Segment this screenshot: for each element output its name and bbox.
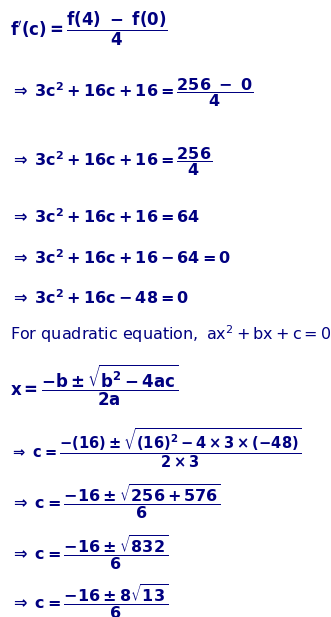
- Text: $\mathbf{f'(c) = \dfrac{f(4)\ -\ f(0)}{4}}$: $\mathbf{f'(c) = \dfrac{f(4)\ -\ f(0)}{4…: [10, 10, 168, 48]
- Text: $\mathbf{\Rightarrow\ c = \dfrac{-16 \pm \sqrt{256 + 576}}{6}}$: $\mathbf{\Rightarrow\ c = \dfrac{-16 \pm…: [10, 482, 221, 521]
- Text: $\mathbf{\Rightarrow\ 3c^2 + 16c + 16 = \dfrac{256}{4}}$: $\mathbf{\Rightarrow\ 3c^2 + 16c + 16 = …: [10, 146, 213, 178]
- Text: $\mathbf{\Rightarrow\ 3c^2 + 16c + 16 - 64 = 0}$: $\mathbf{\Rightarrow\ 3c^2 + 16c + 16 - …: [10, 248, 231, 267]
- Text: $\mathbf{x = \dfrac{-b \pm \sqrt{b^2 - 4ac}}{2a}}$: $\mathbf{x = \dfrac{-b \pm \sqrt{b^2 - 4…: [10, 363, 179, 408]
- Text: $\mathbf{\Rightarrow\ c = \dfrac{-16 \pm 8\sqrt{13}}{6}}$: $\mathbf{\Rightarrow\ c = \dfrac{-16 \pm…: [10, 582, 168, 617]
- Text: $\mathbf{\Rightarrow\ c = \dfrac{-16 \pm \sqrt{832}}{6}}$: $\mathbf{\Rightarrow\ c = \dfrac{-16 \pm…: [10, 533, 168, 572]
- Text: $\mathrm{For\ quadratic\ equation,\ ax^2 + bx + c = 0}$: $\mathrm{For\ quadratic\ equation,\ ax^2…: [10, 323, 331, 345]
- Text: $\mathbf{\Rightarrow\ c = \dfrac{-(16) \pm \sqrt{(16)^2 - 4 \times 3 \times (-48: $\mathbf{\Rightarrow\ c = \dfrac{-(16) \…: [10, 426, 302, 470]
- Text: $\mathbf{\Rightarrow\ 3c^2 + 16c - 48 = 0}$: $\mathbf{\Rightarrow\ 3c^2 + 16c - 48 = …: [10, 289, 190, 307]
- Text: $\mathbf{\Rightarrow\ 3c^2 + 16c + 16 = \dfrac{256\ -\ 0}{4}}$: $\mathbf{\Rightarrow\ 3c^2 + 16c + 16 = …: [10, 77, 254, 109]
- Text: $\mathbf{\Rightarrow\ 3c^2 + 16c + 16 = 64}$: $\mathbf{\Rightarrow\ 3c^2 + 16c + 16 = …: [10, 207, 201, 226]
